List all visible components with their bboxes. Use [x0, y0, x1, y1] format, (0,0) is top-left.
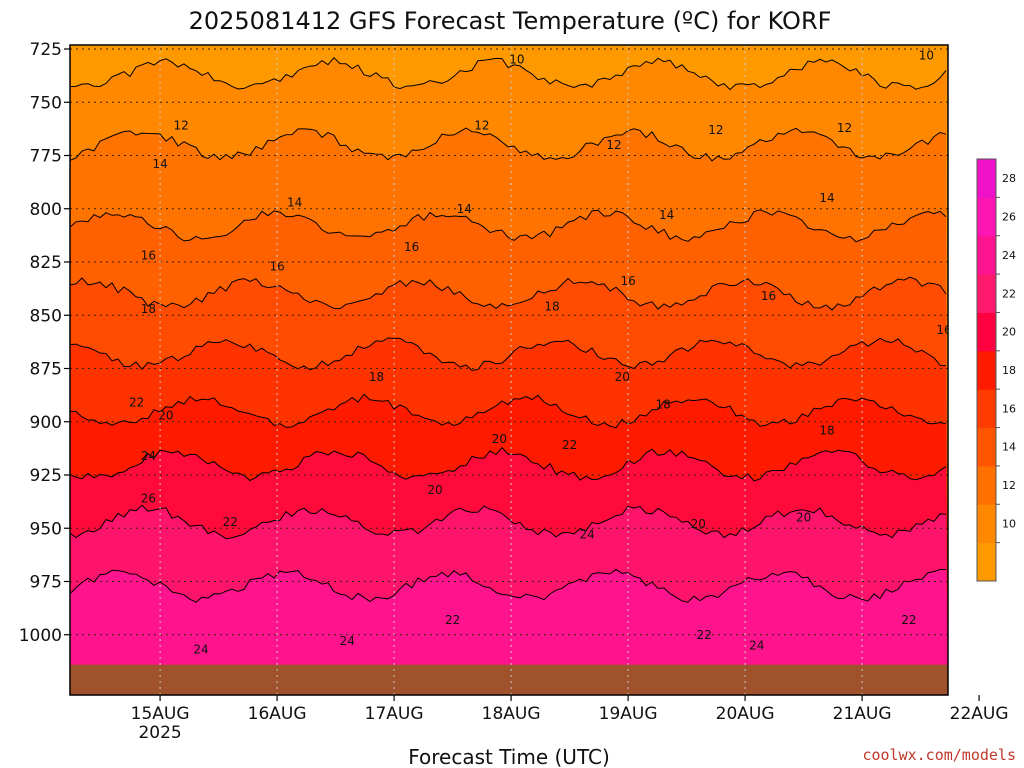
colorbar-swatch: [977, 274, 996, 313]
contour-label: 24: [340, 634, 355, 648]
contour-label: 24: [749, 638, 764, 652]
colorbar-swatch: [977, 542, 996, 582]
y-axis: 725 750 775 800 825 850 875 900 925 950 975 1000: [19, 40, 70, 646]
y-tick-label: 775: [30, 147, 62, 167]
contour-label: 24: [193, 643, 208, 657]
contour-label: 14: [819, 191, 834, 205]
colorbar-label: 22: [1002, 287, 1016, 300]
contour-label: 14: [659, 208, 674, 222]
contour-label: 24: [141, 449, 156, 463]
colorbar-swatch: [977, 350, 996, 390]
contour-label: 20: [158, 408, 173, 422]
colorbar-swatch: [977, 389, 996, 429]
contour-label: 18: [656, 398, 671, 412]
y-tick-label: 875: [30, 360, 62, 380]
contour-label: 16: [404, 240, 419, 254]
colorbar-swatch: [977, 427, 996, 467]
x-year-label: 2025: [138, 723, 181, 743]
plot-area: [70, 45, 948, 695]
contour-label: 16: [141, 249, 156, 263]
colorbar-label: 20: [1002, 326, 1016, 339]
contour-label: 18: [544, 300, 559, 314]
colorbar: 10 12 14 16 18 20 22 24 26 28: [976, 158, 1016, 582]
y-tick-label: 925: [30, 466, 62, 486]
chart-title: 2025081412 GFS Forecast Temperature (ºC)…: [189, 7, 832, 35]
y-tick-label: 800: [30, 200, 62, 220]
contour-label: 18: [369, 370, 384, 384]
contour-label: 20: [977, 583, 992, 597]
contour-label: 22: [129, 396, 144, 410]
x-tick-label: 18AUG: [482, 704, 541, 724]
x-tick-label: 22AUG: [950, 704, 1009, 724]
contour-label: 10: [509, 53, 524, 67]
contour-label: 26: [141, 491, 156, 505]
colorbar-label: 26: [1002, 211, 1016, 224]
colorbar-swatch: [977, 159, 996, 198]
y-tick-label: 725: [30, 40, 62, 60]
colorbar-label: 28: [1002, 172, 1016, 185]
colorbar-label: 14: [1002, 441, 1016, 454]
contour-label: 20: [691, 517, 706, 531]
contour-label: 22: [901, 613, 916, 627]
contour-label: 14: [152, 157, 167, 171]
colorbar-label: 18: [1002, 364, 1016, 377]
colorbar-label: 10: [1002, 517, 1016, 530]
colorbar-swatch: [977, 465, 996, 505]
colorbar-swatch: [977, 235, 996, 275]
y-tick-label: 975: [30, 573, 62, 593]
y-tick-label: 750: [30, 93, 62, 113]
colorbar-swatch: [977, 197, 996, 237]
colorbar-label: 16: [1002, 402, 1016, 415]
x-axis: 15AUG 16AUG 17AUG 18AUG 19AUG 20AUG 21AUG 22AUG…: [131, 695, 1009, 743]
credit-text: coolwx.com/models: [862, 746, 1016, 764]
contour-label: 18: [819, 423, 834, 437]
y-tick-label: 950: [30, 519, 62, 539]
contour-label: 22: [696, 628, 711, 642]
contour-label: 12: [606, 138, 621, 152]
contour-label: 20: [796, 511, 811, 525]
colorbar-label: 12: [1002, 479, 1016, 492]
x-tick-label: 19AUG: [599, 704, 658, 724]
contour-label: 14: [457, 202, 472, 216]
contour-label: 14: [287, 195, 302, 209]
y-tick-label: 900: [30, 413, 62, 433]
contour-label: 16: [761, 289, 776, 303]
temperature-band: [70, 568, 948, 695]
y-tick-label: 1000: [19, 626, 62, 646]
contour-label: 12: [474, 119, 489, 133]
contour-label: 10: [919, 48, 934, 62]
contour-label: 14: [960, 232, 975, 246]
ground-strip: [70, 664, 948, 695]
x-tick-label: 17AUG: [365, 704, 424, 724]
contour-label: 16: [620, 274, 635, 288]
contour-label: 16: [269, 259, 284, 273]
contour-label: 16: [936, 323, 951, 337]
colorbar-swatch: [977, 312, 996, 352]
plot-frame: [69, 44, 949, 696]
contour-label: 22: [562, 438, 577, 452]
colorbar-label: 24: [1002, 249, 1016, 262]
y-tick-label: 825: [30, 253, 62, 273]
contour-label: 22: [223, 515, 238, 529]
contour-label: 12: [708, 123, 723, 137]
colorbar-frame: [976, 158, 997, 582]
x-tick-label: 15AUG: [131, 704, 190, 724]
contour-label: 12: [174, 119, 189, 133]
contour-label: 20: [427, 483, 442, 497]
contour-label: 20: [492, 432, 507, 446]
x-tick-label: 16AUG: [248, 704, 307, 724]
contour-label: 20: [615, 370, 630, 384]
y-tick-label: 850: [30, 306, 62, 326]
x-axis-title: Forecast Time (UTC): [408, 745, 610, 768]
x-tick-label: 20AUG: [716, 704, 775, 724]
contour-label: 22: [445, 613, 460, 627]
x-tick-label: 21AUG: [833, 704, 892, 724]
contour-label: 24: [579, 528, 594, 542]
contour-label: 18: [141, 302, 156, 316]
colorbar-swatch: [977, 504, 996, 544]
contour-label: 12: [837, 121, 852, 135]
